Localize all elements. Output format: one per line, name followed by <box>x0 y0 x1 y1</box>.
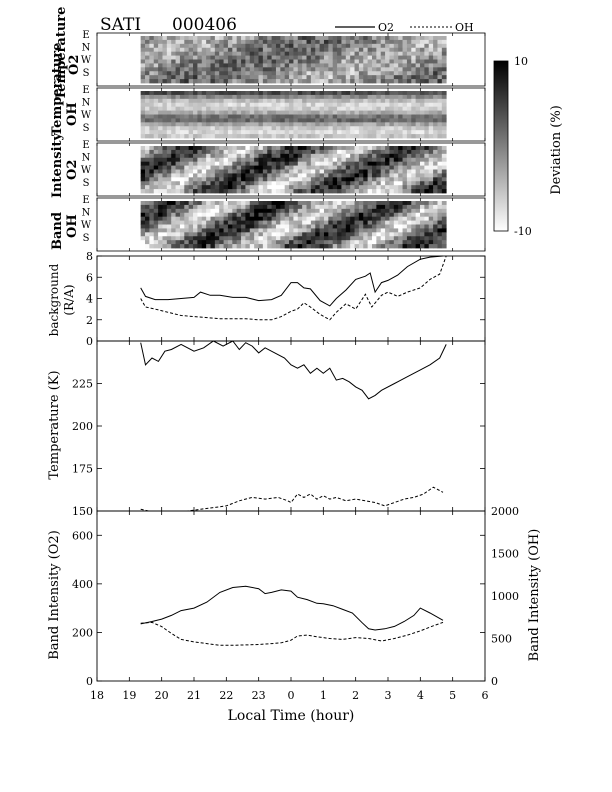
x-tick-label: 19 <box>122 689 136 702</box>
colorbar-label: Deviation (%) <box>549 105 564 195</box>
x-tick-label: 0 <box>288 689 295 702</box>
colorbar: 10 -10 Deviation (%) <box>493 55 564 238</box>
x-tick-label: 1 <box>320 689 327 702</box>
y-tick-label: 8 <box>86 250 93 263</box>
x-tick-label: 2 <box>352 689 359 702</box>
keogram-3-title-top: Intensity <box>50 132 65 198</box>
keogram-3-title-bottom: O2 <box>65 160 80 180</box>
x-tick-labels: 18 19 20 21 22 23 0 1 2 3 4 5 6 <box>90 689 489 702</box>
y-tick-label: 6 <box>86 271 93 284</box>
panel-temperature: 150 175 200 225 <box>72 340 486 518</box>
keogram-direction-s: S <box>83 178 90 189</box>
legend-oh-label: OH <box>455 21 474 34</box>
keogram-image <box>140 36 447 84</box>
x-tick-label: 23 <box>252 689 266 702</box>
panel-frame <box>96 255 486 342</box>
series-oh-line <box>140 486 444 512</box>
series-oh-line <box>140 255 447 321</box>
line-panels: 0246815017520022502004006000500100015002… <box>72 250 519 702</box>
series-oh-line <box>140 621 444 646</box>
y-right-tick-label: 1500 <box>491 548 519 561</box>
keogram-direction-n: N <box>82 43 91 54</box>
x-tick-label: 20 <box>155 689 169 702</box>
x-tick-label: 6 <box>482 689 489 702</box>
background-ylabel-top: background <box>47 263 61 336</box>
keogram-direction-w: W <box>81 165 92 176</box>
instrument-label: SATI <box>100 15 141 35</box>
y-right-tick-label: 2000 <box>491 505 519 518</box>
intensity-ylabel-right: Band Intensity (OH) <box>527 529 542 662</box>
keogram-direction-w: W <box>81 55 92 66</box>
y-tick-label: 600 <box>72 529 93 542</box>
x-tick-label: 3 <box>385 689 392 702</box>
panel-band_intensity: 0 200 400 600 0 500 1000 1500 2000 <box>72 505 519 688</box>
y-tick-label: 0 <box>86 335 93 348</box>
keogram-direction-e: E <box>82 140 89 151</box>
keogram-direction-n: N <box>82 208 91 219</box>
legend: O2 OH <box>335 21 474 34</box>
y-right-tick-label: 500 <box>491 633 512 646</box>
colorbar-min-label: -10 <box>514 225 532 238</box>
y-tick-label: 2 <box>86 314 93 327</box>
series-o2-line <box>140 340 447 400</box>
colorbar-max-label: 10 <box>514 55 528 68</box>
date-label: 000406 <box>172 15 237 35</box>
keogram-direction-n: N <box>82 153 91 164</box>
keogram-image <box>140 91 447 139</box>
keogram-labels: Temperature O2 Temperature OH Intensity … <box>50 7 82 250</box>
legend-o2-label: O2 <box>378 21 394 34</box>
y-tick-label: 150 <box>72 505 93 518</box>
series-o2-line <box>140 585 444 631</box>
keogram-2-title-top: Temperature <box>50 43 65 136</box>
x-tick-label: 4 <box>417 689 424 702</box>
background-ylabel-bottom: (R/A) <box>62 284 76 315</box>
series-o2-line <box>140 255 444 307</box>
keogram-direction-s: S <box>83 68 90 79</box>
x-tick-label: 22 <box>219 689 233 702</box>
y-tick-label: 175 <box>72 463 93 476</box>
x-tick-label: 5 <box>449 689 456 702</box>
keogram-direction-e: E <box>82 30 89 41</box>
y-tick-label: 4 <box>86 293 93 306</box>
x-tick-label: 21 <box>187 689 201 702</box>
panel-frame <box>96 510 486 682</box>
y-tick-label: 225 <box>72 378 93 391</box>
keogram-image <box>140 146 447 194</box>
y-right-tick-label: 0 <box>491 675 498 688</box>
keogram-direction-e: E <box>82 195 89 206</box>
y-tick-label: 200 <box>72 626 93 639</box>
keogram-direction-w: W <box>81 110 92 121</box>
colorbar-gradient <box>493 60 509 232</box>
keogram-1-title-top: Temperature <box>54 7 69 100</box>
keogram-direction-w: W <box>81 220 92 231</box>
keogram-direction-n: N <box>82 98 91 109</box>
panel-background: 0 2 4 6 8 <box>86 250 486 348</box>
y-tick-label: 0 <box>86 675 93 688</box>
x-tick-label: 18 <box>90 689 104 702</box>
keogram-1-title-bottom: O2 <box>67 55 82 75</box>
keogram-4-title-bottom: OH <box>65 214 80 238</box>
keogram-direction-e: E <box>82 85 89 96</box>
y-tick-label: 200 <box>72 420 93 433</box>
x-axis-label: Local Time (hour) <box>228 708 355 724</box>
keogram-4-title-top: Band <box>50 212 65 250</box>
keogram-direction-s: S <box>83 123 90 134</box>
keogram-direction-s: S <box>83 233 90 244</box>
keogram-2-title-bottom: OH <box>65 102 80 126</box>
y-tick-label: 400 <box>72 578 93 591</box>
y-right-tick-label: 1000 <box>491 590 519 603</box>
temperature-ylabel: Temperature (K) <box>47 370 62 479</box>
keogram-image <box>140 201 447 249</box>
intensity-ylabel-left: Band Intensity (O2) <box>47 530 62 660</box>
